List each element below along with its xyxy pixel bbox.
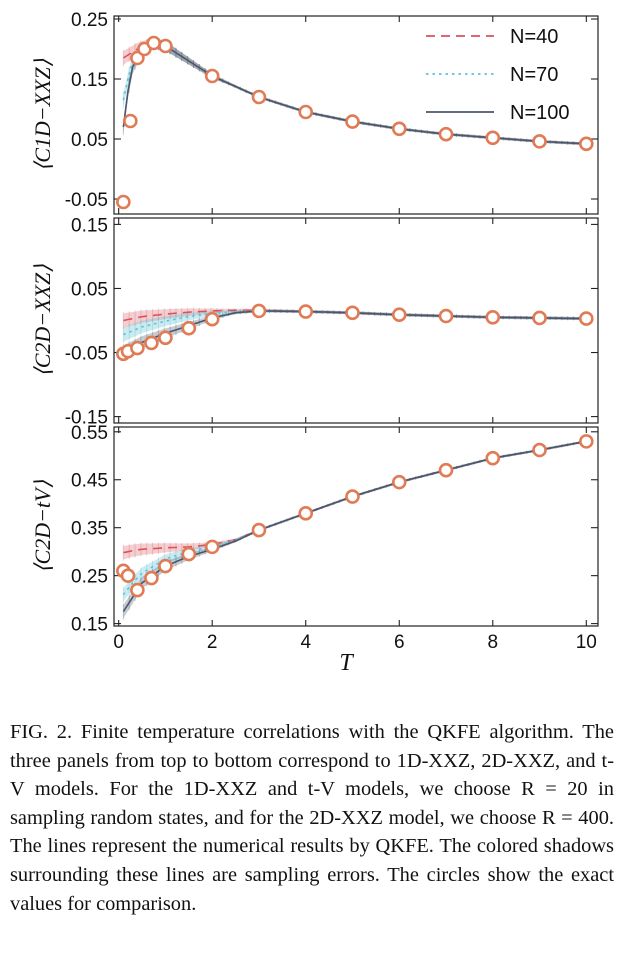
y-tick-label: 0.55 xyxy=(71,423,108,444)
panel-1: 0.25 0.15 0.05 -0.05 ⟨C1D−XXZ⟩ xyxy=(30,10,599,215)
error-shadow-N=40 xyxy=(123,38,587,146)
figure-caption: FIG. 2. Finite temperature correlations … xyxy=(10,718,614,918)
exact-point xyxy=(144,335,159,351)
y-tick-label: 0.25 xyxy=(71,10,108,31)
x-tick-label: 2 xyxy=(207,632,218,653)
exact-point xyxy=(158,558,173,574)
y-tick-label: -0.15 xyxy=(65,408,108,429)
exact-point xyxy=(485,130,501,146)
exact-point xyxy=(204,539,220,555)
series-line-N=100 xyxy=(122,440,587,613)
exact-point xyxy=(251,89,267,105)
series-line-N=70 xyxy=(122,440,587,596)
exact-point xyxy=(438,462,454,478)
exact-point xyxy=(181,320,197,336)
figure: 0.25 0.15 0.05 -0.05 ⟨C1D−XXZ⟩ 0.15 0.05 -0.05 -… xyxy=(30,10,599,676)
exact-point xyxy=(146,35,162,51)
x-tick-label: 0 xyxy=(113,632,124,653)
legend: N=40 N=70 N=100 xyxy=(426,26,570,124)
caption-label: FIG. 2. xyxy=(10,721,73,743)
exact-point xyxy=(345,114,360,129)
exact-point xyxy=(181,546,197,562)
x-tick-label: 8 xyxy=(487,632,498,653)
exact-point xyxy=(251,303,267,319)
x-axis-label: T xyxy=(339,650,354,676)
y-tick-label: 0.05 xyxy=(71,279,108,300)
series-line-N=40 xyxy=(122,42,587,145)
caption-text: Finite temperature correlations with the… xyxy=(10,721,614,915)
y-axis-label: ⟨C2D−tV⟩ xyxy=(30,480,55,574)
x-tick-label: 6 xyxy=(394,632,405,653)
y-tick-label: -0.05 xyxy=(65,190,108,211)
exact-point xyxy=(391,307,407,323)
exact-point xyxy=(144,570,159,586)
error-shadow-N=100 xyxy=(123,440,587,619)
exact-point xyxy=(204,68,220,84)
x-tick-label: 10 xyxy=(576,632,597,653)
exact-point xyxy=(485,309,501,325)
y-tick-label: 0.15 xyxy=(71,615,108,636)
y-tick-label: 0.15 xyxy=(71,70,108,91)
exact-point xyxy=(532,310,547,326)
x-tick-label: 4 xyxy=(300,632,311,653)
series-line-N=70 xyxy=(122,42,587,145)
error-shadow-N=70 xyxy=(123,38,587,146)
exact-point xyxy=(116,194,131,210)
panel-frame xyxy=(113,15,599,215)
exact-point xyxy=(158,38,173,54)
error-shadow-N=70 xyxy=(123,309,587,342)
y-axis-label: ⟨C1D−XXZ⟩ xyxy=(30,58,55,171)
legend-label: N=70 xyxy=(510,64,558,86)
exact-point xyxy=(345,489,360,504)
exact-point xyxy=(391,474,407,490)
panel-3: 0.55 0.45 0.35 0.25 0.15 ⟨C2D−tV⟩ xyxy=(30,423,599,636)
exact-point xyxy=(345,305,360,321)
exact-point xyxy=(251,522,267,538)
exact-point xyxy=(485,450,501,466)
legend-label: N=40 xyxy=(510,26,558,48)
y-tick-label: 0.25 xyxy=(71,567,108,588)
exact-point xyxy=(579,434,594,449)
exact-point xyxy=(298,304,314,319)
y-axis-label: ⟨C2D−XXZ⟩ xyxy=(30,264,55,377)
exact-point xyxy=(438,308,454,324)
panel-frame xyxy=(113,217,599,424)
exact-point xyxy=(204,311,220,327)
y-tick-label: 0.35 xyxy=(71,519,108,540)
exact-point xyxy=(438,126,454,142)
exact-point xyxy=(130,340,145,356)
exact-point xyxy=(120,568,136,583)
panel-2: 0.15 0.05 -0.05 -0.15 ⟨C2D−XXZ⟩ xyxy=(30,215,599,429)
panel-frame xyxy=(113,426,599,627)
exact-point xyxy=(298,506,314,521)
y-tick-label: -0.05 xyxy=(65,344,108,365)
exact-point xyxy=(532,134,547,149)
error-shadow-N=70 xyxy=(123,440,587,602)
exact-point xyxy=(579,136,594,152)
legend-label: N=100 xyxy=(510,102,570,124)
y-tick-label: 0.45 xyxy=(71,471,108,492)
y-tick-label: 0.15 xyxy=(71,215,108,236)
y-tick-label: 0.05 xyxy=(71,130,108,151)
error-shadow-N=100 xyxy=(123,38,587,146)
exact-point xyxy=(532,442,547,458)
exact-point xyxy=(158,330,173,346)
exact-point xyxy=(130,582,145,598)
exact-point xyxy=(298,104,314,120)
exact-point xyxy=(123,113,138,129)
exact-point xyxy=(579,311,594,326)
series-line-N=100 xyxy=(122,42,587,145)
exact-point xyxy=(391,121,407,137)
